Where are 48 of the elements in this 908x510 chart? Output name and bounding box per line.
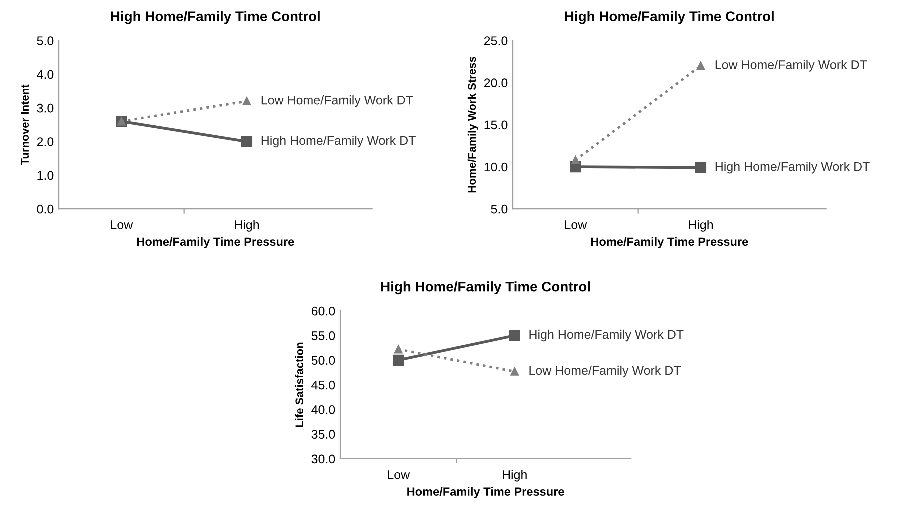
y-tick-label: 2.0	[37, 138, 54, 146]
y-tick-label: 55.0	[312, 332, 336, 340]
chart-title: High Home/Family Time Control	[565, 11, 774, 24]
point	[393, 354, 404, 366]
y-tick-label: 3.0	[37, 104, 54, 113]
x-tick-label: Low	[388, 470, 410, 480]
y-tick-label: 50.0	[312, 356, 336, 366]
point	[695, 162, 707, 174]
chart-title: High Home/Family Time Control	[382, 282, 590, 295]
y-tick-label: 40.0	[312, 406, 336, 414]
y-axis-title: Turnover Intent	[21, 84, 30, 166]
y-tick-label: 25.0	[484, 36, 508, 46]
y-tick-label: 1.0	[38, 171, 54, 180]
point	[509, 330, 520, 342]
x-tick-label: Low	[565, 220, 588, 230]
series-label: High Home/Family Work DT	[262, 136, 416, 148]
series-label: Low Home/Family Work DT	[530, 366, 682, 378]
point	[241, 136, 253, 148]
point	[696, 62, 706, 70]
series-label: Low Home/Family Work DT	[716, 60, 868, 72]
x-axis-title: Home/Family Time Pressure	[137, 237, 294, 248]
series-label: High Home/Family Work DT	[530, 330, 684, 342]
x-tick-label: Low	[111, 220, 134, 230]
x-axis-title: Home/Family Time Pressure	[591, 237, 748, 248]
series-label: High Home/Family Work DT	[716, 162, 870, 174]
y-tick-label: 45.0	[312, 380, 336, 390]
y-tick-label: 4.0	[37, 70, 54, 80]
y-tick-label: 60.0	[312, 306, 336, 316]
point	[394, 345, 403, 354]
y-tick-label: 35.0	[312, 430, 336, 439]
y-tick-label: 5.0	[37, 36, 54, 46]
point	[510, 368, 520, 376]
y-tick-label: 15.0	[484, 120, 508, 130]
y-axis-title: Home/Family Work Stress	[468, 56, 478, 193]
y-tick-label: 10.0	[484, 162, 508, 172]
y-tick-label: 20.0	[484, 78, 508, 88]
y-tick-label: 30.0	[312, 454, 336, 464]
chart-title: High Home/Family Time Control	[111, 11, 320, 24]
point	[242, 97, 252, 106]
y-tick-label: 0.0	[37, 204, 54, 214]
point	[572, 156, 580, 164]
y-axis-title: Life Satisfaction	[295, 342, 304, 428]
x-tick-label: High	[235, 220, 260, 232]
x-axis-title: Home/Family Time Pressure	[408, 487, 564, 498]
x-tick-label: High	[689, 220, 714, 232]
y-tick-label: 5.0	[491, 204, 508, 214]
series-label: Low Home/Family Work DT	[262, 96, 414, 108]
x-tick-label: High	[503, 470, 527, 482]
